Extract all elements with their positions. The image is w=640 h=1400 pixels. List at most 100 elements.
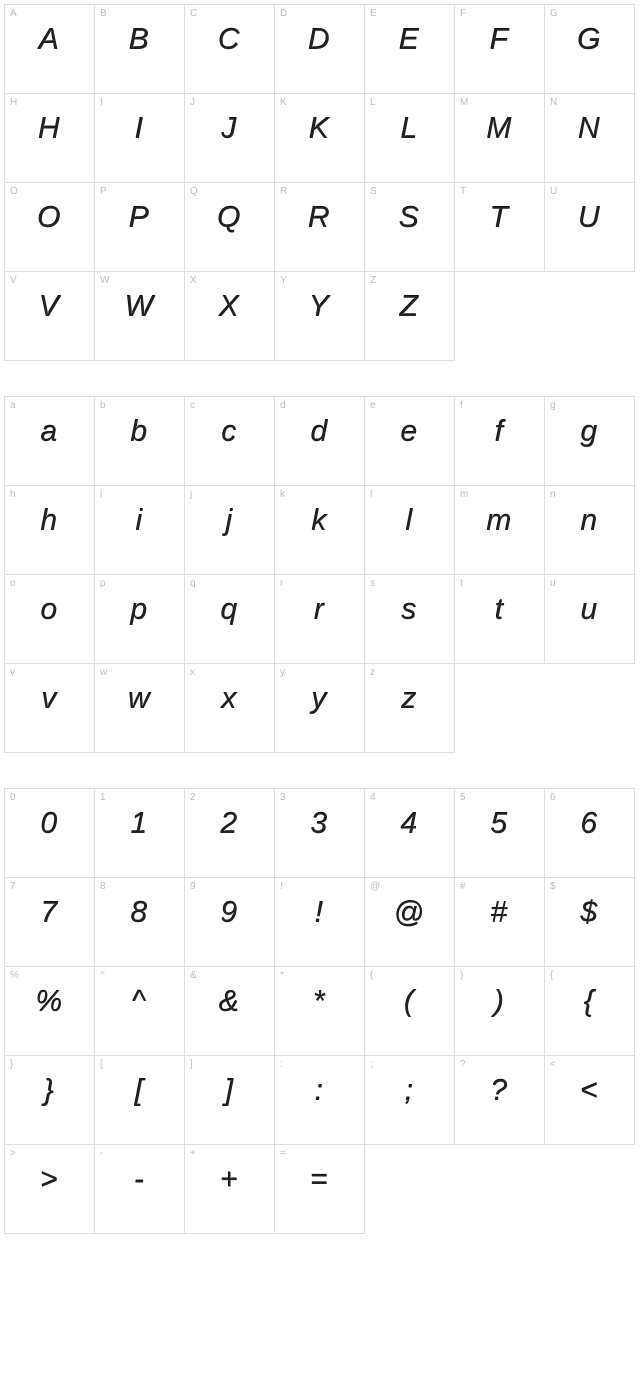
cell-glyph: 2	[185, 807, 274, 841]
cell-label: D	[280, 8, 287, 19]
cell-label: S	[370, 186, 377, 197]
glyph-cell: ::	[274, 1055, 365, 1145]
empty-cell	[454, 271, 545, 361]
cell-glyph: 3	[275, 807, 364, 841]
cell-glyph: J	[185, 112, 274, 146]
glyph-cell: 33	[274, 788, 365, 878]
empty-cell	[364, 1144, 455, 1234]
glyph-grid: 00112233445566778899!!@@##$$%%^^&&**(())…	[5, 789, 635, 1234]
cell-label: H	[10, 97, 17, 108]
glyph-cell: AA	[4, 4, 95, 94]
cell-label: y	[280, 667, 285, 678]
glyph-cell: {{	[544, 966, 635, 1056]
cell-label: t	[460, 578, 463, 589]
glyph-grid: AABBCCDDEEFFGGHHIIJJKKLLMMNNOOPPQQRRSSTT…	[5, 5, 635, 361]
cell-glyph: o	[5, 593, 94, 627]
cell-glyph: n	[545, 504, 634, 538]
cell-label: s	[370, 578, 375, 589]
glyph-cell: gg	[544, 396, 635, 486]
cell-label: i	[100, 489, 102, 500]
glyph-cell: FF	[454, 4, 545, 94]
cell-label: k	[280, 489, 285, 500]
cell-label: 4	[370, 792, 376, 803]
cell-glyph: T	[455, 201, 544, 235]
cell-glyph: }	[5, 1074, 94, 1108]
cell-label: C	[190, 8, 197, 19]
glyph-cell: QQ	[184, 182, 275, 272]
cell-glyph: (	[365, 985, 454, 1019]
glyph-cell: [[	[94, 1055, 185, 1145]
section-lowercase: aabbccddeeffgghhiijjkkllmmnnooppqqrrsstt…	[5, 397, 635, 753]
cell-glyph: Z	[365, 290, 454, 324]
cell-glyph: <	[545, 1074, 634, 1108]
cell-glyph: =	[275, 1163, 364, 1197]
cell-glyph: B	[95, 23, 184, 57]
cell-label: ^	[100, 970, 105, 981]
cell-label: >	[10, 1148, 16, 1159]
glyph-cell: zz	[364, 663, 455, 753]
glyph-cell: ++	[184, 1144, 275, 1234]
cell-label: =	[280, 1148, 286, 1159]
glyph-cell: rr	[274, 574, 365, 664]
cell-label: g	[550, 400, 556, 411]
cell-glyph: #	[455, 896, 544, 930]
glyph-cell: ]]	[184, 1055, 275, 1145]
glyph-cell: ee	[364, 396, 455, 486]
cell-glyph: :	[275, 1074, 364, 1108]
cell-label: W	[100, 275, 109, 286]
cell-label: V	[10, 275, 17, 286]
cell-glyph: r	[275, 593, 364, 627]
glyph-cell: 77	[4, 877, 95, 967]
glyph-cell: YY	[274, 271, 365, 361]
glyph-cell: SS	[364, 182, 455, 272]
cell-glyph: R	[275, 201, 364, 235]
cell-glyph: 4	[365, 807, 454, 841]
glyph-cell: ==	[274, 1144, 365, 1234]
cell-glyph: t	[455, 593, 544, 627]
cell-glyph: O	[5, 201, 94, 235]
glyph-cell: HH	[4, 93, 95, 183]
cell-glyph: %	[5, 985, 94, 1019]
glyph-cell: &&	[184, 966, 275, 1056]
cell-label: <	[550, 1059, 556, 1070]
cell-label: l	[370, 489, 372, 500]
glyph-cell: **	[274, 966, 365, 1056]
cell-label: ]	[190, 1059, 193, 1070]
cell-label: A	[10, 8, 17, 19]
cell-label: 2	[190, 792, 196, 803]
cell-glyph: @	[365, 896, 454, 930]
empty-cell	[544, 271, 635, 361]
glyph-cell: ))	[454, 966, 545, 1056]
cell-label: ;	[370, 1059, 373, 1070]
cell-label: L	[370, 97, 376, 108]
cell-label: *	[280, 970, 284, 981]
cell-glyph: 8	[95, 896, 184, 930]
cell-glyph: 7	[5, 896, 94, 930]
cell-label: 7	[10, 881, 16, 892]
cell-label: Y	[280, 275, 287, 286]
cell-glyph: z	[365, 682, 454, 716]
cell-label: N	[550, 97, 557, 108]
character-map: AABBCCDDEEFFGGHHIIJJKKLLMMNNOOPPQQRRSSTT…	[5, 5, 635, 1234]
cell-label: e	[370, 400, 376, 411]
empty-cell	[454, 663, 545, 753]
glyph-cell: MM	[454, 93, 545, 183]
glyph-cell: ??	[454, 1055, 545, 1145]
cell-label: +	[190, 1148, 196, 1159]
cell-label: 0	[10, 792, 16, 803]
glyph-cell: EE	[364, 4, 455, 94]
cell-glyph: M	[455, 112, 544, 146]
cell-glyph: p	[95, 593, 184, 627]
cell-glyph: >	[5, 1163, 94, 1197]
cell-label: v	[10, 667, 15, 678]
glyph-cell: CC	[184, 4, 275, 94]
cell-label: B	[100, 8, 107, 19]
glyph-cell: ff	[454, 396, 545, 486]
glyph-cell: UU	[544, 182, 635, 272]
glyph-cell: KK	[274, 93, 365, 183]
cell-glyph: f	[455, 415, 544, 449]
section-numbers-symbols: 00112233445566778899!!@@##$$%%^^&&**(())…	[5, 789, 635, 1234]
cell-glyph: +	[185, 1163, 274, 1197]
cell-glyph: [	[95, 1074, 184, 1108]
cell-label: q	[190, 578, 196, 589]
